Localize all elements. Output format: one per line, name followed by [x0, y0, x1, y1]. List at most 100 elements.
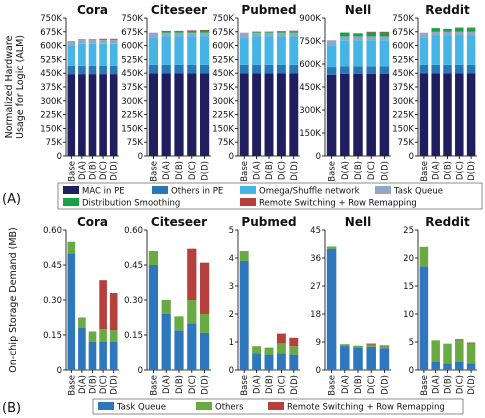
bar-segment: [455, 28, 464, 32]
bar-segment: [466, 31, 476, 36]
bar-segment: [174, 32, 184, 37]
bar-segment: [289, 354, 299, 370]
bar-segment: [264, 73, 274, 156]
y-tick-label: 225K: [212, 111, 234, 121]
y-tick-label: 25: [403, 226, 414, 236]
bar-segment: [379, 32, 390, 37]
bar-segment: [443, 64, 452, 74]
x-tick-label: D(D): [467, 375, 477, 395]
bar-segment: [161, 314, 171, 370]
legend-swatch: [63, 198, 79, 206]
bar-segment: [174, 316, 184, 331]
bar-segment: [353, 73, 363, 156]
x-tick-label: D(A): [162, 375, 172, 394]
y-tick-label: 15: [403, 282, 414, 292]
chart-title: Pubmed: [241, 215, 296, 229]
bar-segment: [264, 354, 274, 370]
bar-segment: [174, 30, 184, 33]
x-tick-label: D(D): [110, 161, 120, 181]
bar-segment: [340, 66, 350, 74]
bar-segment: [88, 43, 97, 66]
y-tick-label: 300K: [392, 97, 414, 107]
legend-label: MAC in PE: [82, 187, 125, 197]
bar-segment: [161, 32, 171, 37]
bar-segment: [455, 64, 464, 74]
bar-segment: [148, 32, 159, 38]
bar-segment: [340, 73, 350, 156]
x-tick-label: D(B): [265, 161, 275, 180]
bar-segment: [109, 74, 118, 156]
x-tick-label: Base: [328, 161, 338, 182]
bar-segment: [99, 40, 107, 44]
panel-a-label: (A): [2, 192, 21, 207]
bar-segment: [67, 74, 76, 156]
bar-segment: [340, 344, 350, 347]
bar-segment: [366, 346, 376, 370]
bar-segment: [379, 36, 390, 41]
legend-swatch: [98, 402, 114, 410]
bar-segment: [99, 39, 107, 41]
panel-b-label: (B): [2, 401, 21, 416]
bar-segment: [455, 27, 464, 29]
bar-segment: [239, 37, 249, 65]
bar-segment: [431, 73, 440, 156]
bar-segment: [99, 65, 107, 75]
bar-segment: [264, 64, 274, 74]
bar-segment: [379, 73, 390, 156]
bar-segment: [109, 39, 118, 41]
a-chart-1: 0 75K 150K 225K 300K 375K 450K 525K 600K 675K 750K…: [4, 3, 120, 182]
bar-segment: [187, 30, 197, 33]
x-tick-label: D(C): [277, 161, 287, 180]
a-chart-3: 0 75K 150K 225K 300K 375K 450K 525K 600K 675K 750K…: [212, 3, 300, 182]
bar-segment: [174, 330, 184, 370]
b-chart-2: 0 0.15 0.30 0.45 0.60 Base D(A) D(B) D(C) D(D) Cit…: [124, 215, 211, 396]
y-axis-label: On-chip Storage Demand (MB): [8, 227, 19, 372]
x-tick-label: D(A): [341, 375, 351, 394]
bar-segment: [199, 32, 210, 37]
bar-segment: [466, 73, 476, 156]
bar-segment: [366, 73, 376, 156]
bar-segment: [289, 31, 299, 33]
y-tick-label: 600K: [392, 42, 414, 52]
bar-segment: [466, 27, 476, 29]
bar-segment: [366, 66, 376, 74]
bar-segment: [239, 260, 249, 370]
bar-segment: [88, 342, 97, 370]
bar-segment: [289, 346, 299, 355]
bar-segment: [431, 64, 440, 74]
x-tick-label: D(A): [341, 161, 351, 180]
bar-segment: [161, 300, 171, 314]
y-tick-label: 750K: [212, 14, 234, 24]
legend-swatch: [268, 402, 284, 410]
y-tick-label: 525K: [212, 55, 234, 65]
legend-a-box: [57, 182, 483, 210]
y-tick-label: 0: [316, 152, 321, 162]
y-tick-label: 450K: [212, 69, 234, 79]
bar-segment: [78, 328, 86, 370]
bar-segment: [264, 36, 274, 65]
bar-segment: [455, 35, 464, 65]
bar-segment: [466, 342, 476, 344]
a-chart-5: 0 75K 150K 225K 300K 375K 450K 525K 600K 675K 750K…: [392, 3, 477, 182]
bar-segment: [431, 340, 440, 362]
bar-segment: [252, 346, 262, 354]
y-tick-label: 0.15: [43, 331, 62, 341]
bar-segment: [187, 36, 197, 65]
legend-label: Omega/Shuffle network: [259, 187, 360, 197]
bar-segment: [109, 342, 118, 370]
bar-segment: [379, 66, 390, 74]
bar-segment: [252, 353, 262, 370]
bar-segment: [99, 38, 107, 40]
bar-segment: [276, 31, 286, 32]
legend-a-entry: Task Queue: [375, 186, 443, 197]
bar-segment: [174, 36, 184, 65]
b-chart-5: 0 5 10 15 20 25 Base D(A) D(B) D(C) D(D) Reddit: [403, 215, 477, 396]
bar-segment: [187, 323, 197, 370]
x-tick-label: D(A): [78, 161, 88, 180]
x-tick-label: D(C): [367, 375, 377, 394]
bar-segment: [161, 36, 171, 65]
a-chart-2: 0 75K 150K 225K 300K 375K 450K 525K 600K 675K 750K…: [121, 3, 211, 182]
